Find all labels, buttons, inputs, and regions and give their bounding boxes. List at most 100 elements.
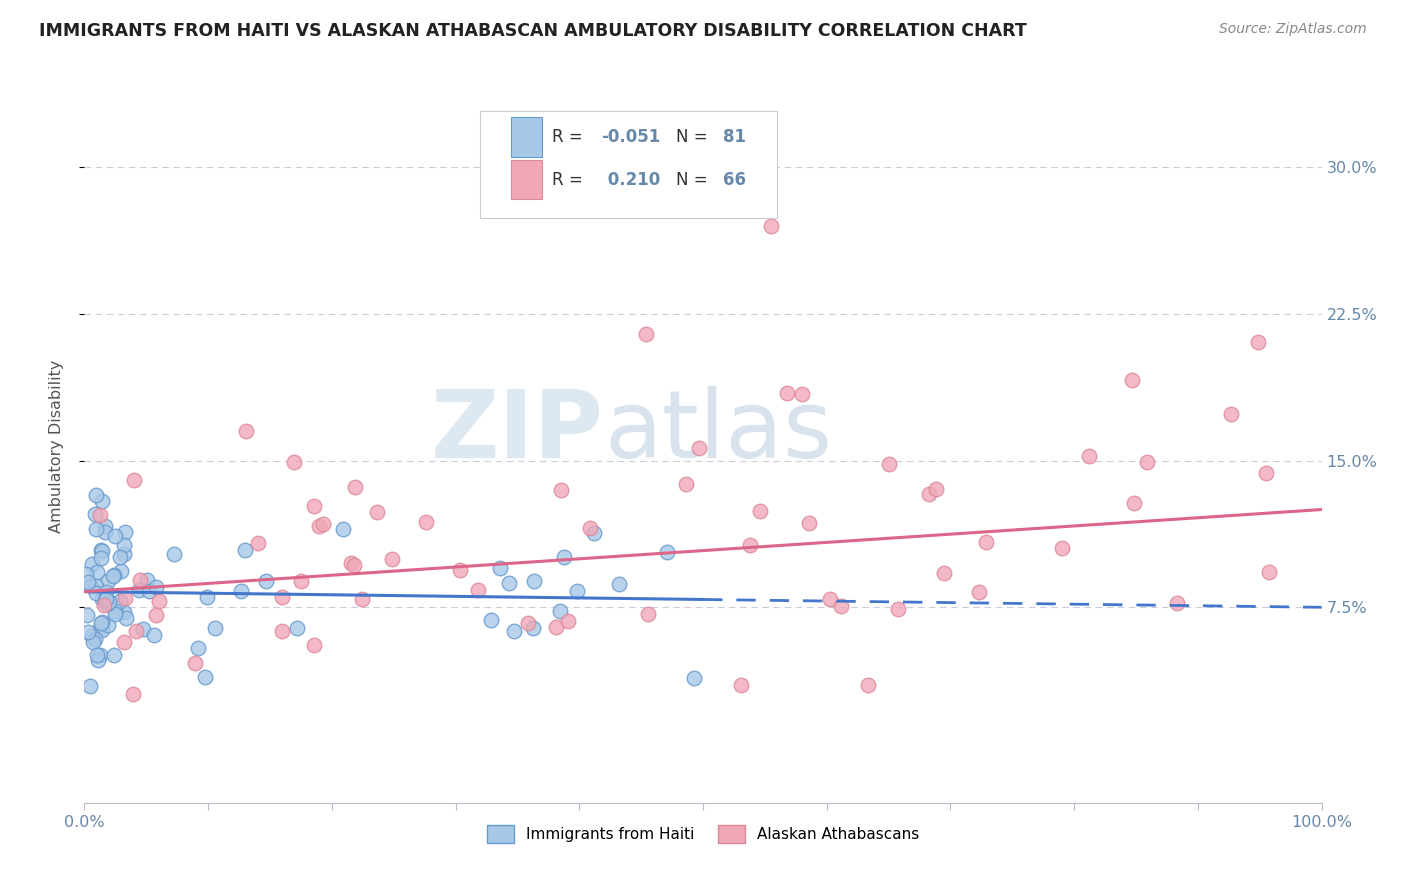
Point [229, 583, 252, 598]
Point [607, 577, 630, 591]
Point [90, 615, 112, 630]
Point [918, 487, 941, 501]
Point [332, 522, 354, 536]
Point [108, 549, 131, 564]
Point [142, 627, 165, 641]
Point [553, 549, 575, 564]
Point [77, 624, 100, 639]
Point [740, 538, 762, 552]
Point [1050, 541, 1073, 556]
Point [112, 547, 135, 561]
Point [749, 503, 772, 517]
FancyBboxPatch shape [512, 161, 543, 200]
Point [110, 565, 132, 579]
Point [82, 629, 104, 643]
Point [90, 551, 112, 566]
Point [544, 620, 567, 634]
Point [79, 579, 101, 593]
Point [776, 385, 799, 400]
Point [636, 326, 658, 341]
Point [877, 457, 900, 471]
Point [522, 621, 544, 635]
Point [128, 582, 150, 597]
Point [246, 536, 269, 550]
Point [637, 607, 659, 621]
Point [82, 557, 104, 571]
Point [145, 580, 167, 594]
Point [187, 641, 209, 656]
Point [96, 597, 118, 611]
Point [89, 648, 111, 662]
Point [98, 594, 121, 608]
Point [97, 618, 120, 632]
Point [84, 632, 107, 646]
Point [184, 656, 207, 670]
Point [86, 579, 108, 593]
Text: Source: ZipAtlas.com: Source: ZipAtlas.com [1219, 22, 1367, 37]
Point [121, 687, 143, 701]
Point [75, 566, 97, 581]
Point [675, 476, 697, 491]
Point [84, 586, 107, 600]
Point [148, 593, 170, 607]
Point [517, 615, 540, 630]
Text: 66: 66 [723, 170, 745, 189]
Point [97, 574, 120, 588]
Point [548, 604, 571, 618]
Point [97, 595, 120, 609]
Point [145, 607, 167, 622]
Point [104, 529, 127, 543]
Point [194, 670, 217, 684]
Point [657, 545, 679, 559]
Point [1257, 565, 1279, 579]
Point [82, 635, 104, 649]
Point [730, 678, 752, 692]
FancyBboxPatch shape [512, 118, 543, 157]
Text: atlas: atlas [605, 385, 832, 478]
Point [830, 599, 852, 613]
Point [132, 622, 155, 636]
Point [87, 653, 110, 667]
Point [415, 515, 437, 529]
Point [204, 621, 226, 635]
Point [112, 605, 135, 619]
Point [135, 573, 157, 587]
Point [797, 516, 820, 530]
Point [283, 455, 305, 469]
Point [114, 524, 136, 539]
Point [91, 623, 114, 637]
Point [1077, 450, 1099, 464]
Point [449, 563, 471, 577]
Point [578, 521, 600, 535]
Point [350, 591, 373, 606]
Text: ZIP: ZIP [432, 385, 605, 478]
Point [104, 607, 127, 621]
Point [79, 679, 101, 693]
Point [114, 591, 136, 605]
Point [856, 678, 879, 692]
Point [96, 592, 118, 607]
Point [343, 480, 366, 494]
Point [77, 574, 100, 589]
Point [91, 543, 114, 558]
Point [90, 616, 112, 631]
Point [93, 518, 115, 533]
Point [90, 592, 112, 607]
Point [83, 508, 105, 522]
Point [114, 611, 136, 625]
Point [84, 522, 107, 536]
Point [1246, 334, 1268, 349]
Point [498, 576, 520, 591]
Point [688, 441, 710, 455]
Point [366, 504, 388, 518]
Point [312, 517, 335, 532]
Point [683, 671, 706, 685]
Point [308, 519, 330, 533]
Point [1219, 408, 1241, 422]
Text: R =: R = [553, 128, 588, 146]
Point [381, 551, 404, 566]
Point [233, 543, 256, 558]
Point [887, 601, 910, 615]
Point [557, 614, 579, 628]
Point [112, 635, 135, 649]
